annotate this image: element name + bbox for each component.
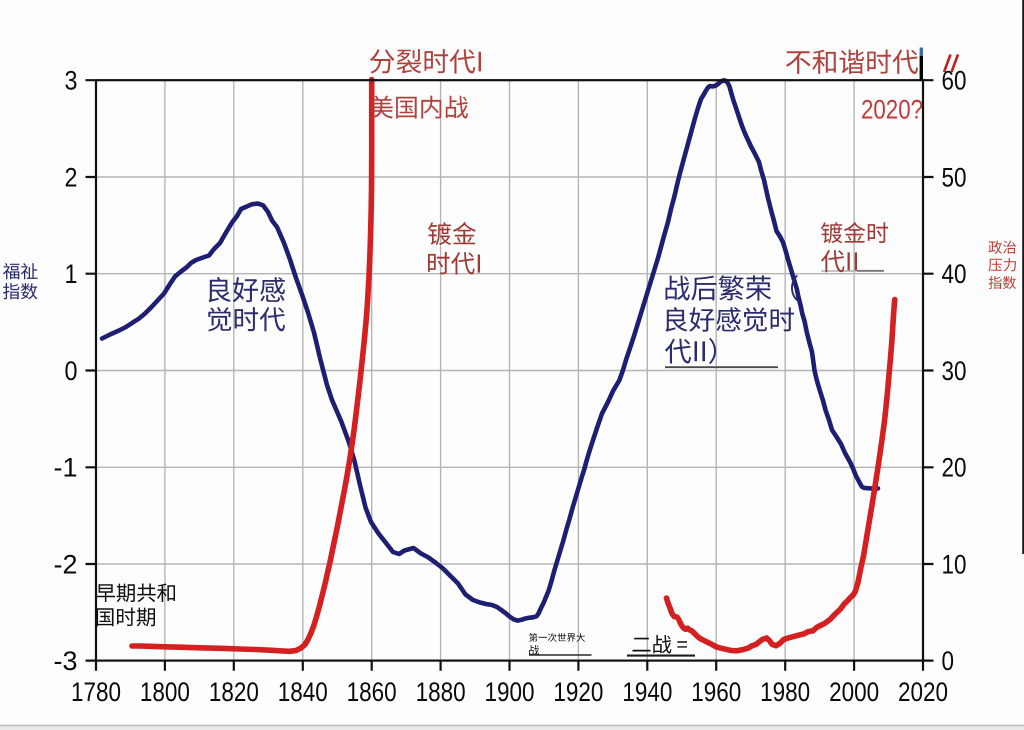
svg-text:1: 1 — [65, 259, 78, 289]
svg-text:1900: 1900 — [485, 677, 535, 707]
svg-text:1960: 1960 — [691, 677, 741, 707]
svg-text:1800: 1800 — [140, 677, 190, 707]
svg-text:2020: 2020 — [898, 677, 948, 707]
svg-text:60: 60 — [942, 66, 967, 96]
svg-text:1860: 1860 — [347, 677, 397, 707]
svg-text:2: 2 — [65, 162, 78, 192]
svg-text:10: 10 — [942, 549, 967, 579]
svg-text:1780: 1780 — [71, 677, 121, 707]
svg-text:2020?: 2020? — [861, 95, 923, 125]
svg-text:-2: -2 — [54, 549, 78, 579]
svg-text:20: 20 — [942, 453, 967, 483]
svg-text:1920: 1920 — [553, 677, 603, 707]
svg-text:-3: -3 — [54, 646, 78, 676]
svg-text:40: 40 — [942, 259, 967, 289]
svg-text:1840: 1840 — [278, 677, 328, 707]
svg-text:3: 3 — [65, 66, 78, 96]
svg-text:0: 0 — [942, 646, 955, 676]
svg-text:1820: 1820 — [209, 677, 259, 707]
svg-text:-1: -1 — [54, 453, 78, 483]
svg-text:1940: 1940 — [622, 677, 672, 707]
svg-text:30: 30 — [942, 356, 967, 386]
svg-text:1880: 1880 — [416, 677, 466, 707]
svg-text:1980: 1980 — [760, 677, 810, 707]
svg-text:2000: 2000 — [829, 677, 879, 707]
svg-text:50: 50 — [942, 162, 967, 192]
svg-text:0: 0 — [65, 356, 78, 386]
